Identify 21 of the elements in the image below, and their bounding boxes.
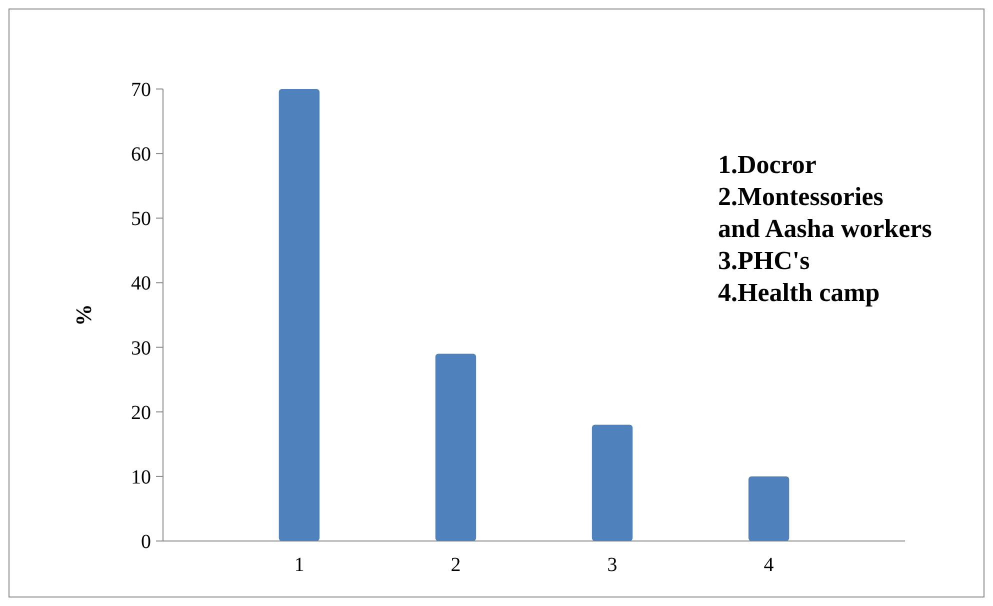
annotation: 3.PHC's <box>718 246 810 275</box>
y-tick-label: 30 <box>131 337 151 360</box>
annotation: 1.Docror <box>718 150 816 179</box>
y-tick-label: 50 <box>131 208 151 230</box>
bar <box>278 89 320 541</box>
y-tick-label: 40 <box>131 272 151 295</box>
bar <box>592 424 633 541</box>
x-tick-label: 2 <box>450 554 461 576</box>
x-tick-label: 4 <box>764 554 774 576</box>
annotation: 2.Montessories and Aasha workers <box>718 182 932 243</box>
y-tick-label: 0 <box>141 531 151 553</box>
y-tick-label: 10 <box>131 466 151 488</box>
x-tick-label: 3 <box>607 554 618 576</box>
bar <box>435 354 476 541</box>
annotation: 4.Health camp <box>718 278 880 307</box>
y-tick-label: 70 <box>131 79 151 101</box>
x-tick-label: 1 <box>294 554 304 576</box>
y-tick-label: 60 <box>131 144 151 166</box>
y-tick-label: 20 <box>131 402 151 424</box>
y-axis-title: % <box>71 304 96 326</box>
bar <box>748 476 790 541</box>
